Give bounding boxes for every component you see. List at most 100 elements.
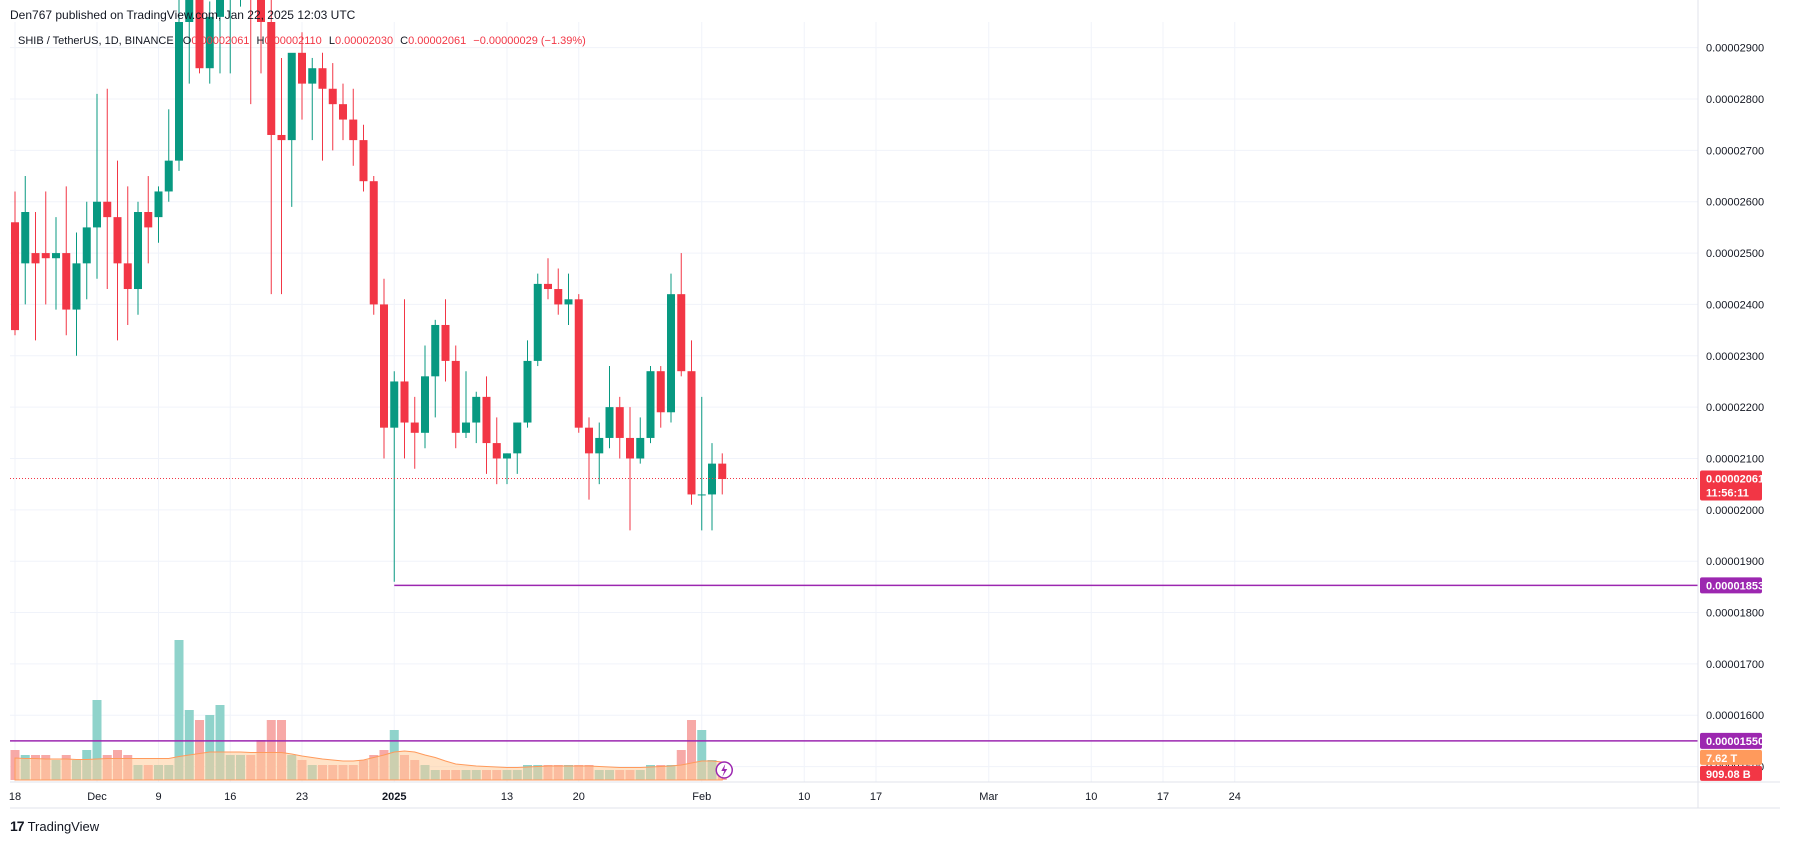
- candle-body: [21, 212, 30, 264]
- lightning-glyph: [721, 764, 728, 777]
- y-tick-label: 0.00002300: [1706, 351, 1764, 363]
- low-label: L: [328, 35, 335, 47]
- price-tags: 0.00002061 11:56:11 0.00001853 0.00001550 7.…: [1700, 470, 1764, 781]
- x-tick-label: 16: [224, 791, 236, 803]
- price-axis: 0.00002900 0.00002800 0.00002700 0.00002600…: [1697, 0, 1764, 808]
- volume-bar: [205, 715, 215, 780]
- candle-body: [287, 52, 296, 141]
- tradingview-logo-icon: 17: [10, 818, 25, 834]
- volume-bar: [215, 705, 225, 780]
- candle-body: [267, 22, 276, 135]
- close-value: 0.00002061: [408, 35, 467, 47]
- symbol-legend: SHIB / TetherUS, 1D, BINANCE O0.00002061…: [18, 35, 590, 47]
- candle-body: [656, 371, 665, 413]
- candle-body: [164, 160, 173, 192]
- candle-body: [626, 437, 634, 459]
- x-tick-label: 9: [155, 791, 161, 803]
- candle-body: [615, 407, 624, 438]
- candle-body: [431, 324, 440, 377]
- candle-body: [103, 201, 112, 218]
- open-value: 0.00002061: [191, 35, 250, 47]
- x-tick-label: Mar: [979, 791, 998, 803]
- brand-name: TradingView: [27, 818, 100, 834]
- close-label: C: [400, 35, 409, 47]
- candle-body: [718, 463, 727, 480]
- footer-brand[interactable]: 17 TradingView: [10, 818, 99, 834]
- candle-body: [585, 427, 593, 454]
- candle-body: [216, 0, 224, 17]
- y-tick-label: 0.00002800: [1706, 94, 1764, 106]
- volume-moving-average: [14, 750, 723, 781]
- candle-body: [421, 376, 429, 433]
- x-tick-label: 23: [296, 791, 308, 803]
- candle-body: [257, 0, 265, 22]
- y-tick-label: 0.00001600: [1706, 710, 1764, 722]
- candle-body: [492, 443, 501, 459]
- y-tick-label: 0.00002200: [1706, 402, 1764, 414]
- volume-bar: [266, 720, 276, 780]
- candle-body: [605, 407, 614, 438]
- y-tick-label: 0.00002700: [1706, 145, 1764, 157]
- candlesticks: [11, 0, 727, 582]
- candle-body: [31, 253, 40, 264]
- candle-body: [359, 140, 368, 182]
- candle-body: [72, 263, 81, 310]
- x-tick-label: 18: [9, 791, 21, 803]
- x-tick-label: Dec: [87, 791, 107, 803]
- time-axis: 18 Dec 9 16 23 2025 13 20 Feb 10 17 Mar 10 17 24: [9, 781, 1780, 809]
- candle-body: [52, 253, 60, 259]
- candle-body: [205, 16, 214, 69]
- volume-bar: [687, 720, 696, 780]
- volume-ma-badge-text: 909.08 B: [1706, 769, 1751, 781]
- support-tag-text: 0.00001853: [1706, 580, 1764, 592]
- candle-body: [462, 422, 470, 433]
- x-tick-label: 17: [1157, 791, 1169, 803]
- candle-body: [11, 222, 19, 331]
- change-value: −0.00000029 (−1.39%): [473, 35, 586, 47]
- candle-body: [154, 191, 163, 218]
- low-value: 0.00002030: [334, 35, 394, 47]
- open-label: O: [182, 35, 192, 47]
- candle-body: [62, 253, 71, 310]
- candle-body: [134, 212, 142, 290]
- x-tick-label: 17: [870, 791, 882, 803]
- y-tick-label: 0.00001700: [1706, 659, 1764, 671]
- candle-body: [339, 104, 347, 120]
- y-tick-label: 0.00001800: [1706, 608, 1764, 620]
- volume-badge-bg: [1700, 749, 1762, 765]
- candle-body: [369, 181, 378, 305]
- y-tick-label: 0.00002000: [1706, 505, 1764, 517]
- symbol-name[interactable]: SHIB / TetherUS, 1D, BINANCE: [18, 35, 174, 47]
- candle-body: [175, 22, 183, 161]
- candle-body: [482, 396, 491, 444]
- chart-grid: [10, 22, 1698, 782]
- candle-body: [523, 360, 532, 423]
- y-tick-label: 0.00002600: [1706, 197, 1764, 209]
- candle-body: [646, 371, 655, 438]
- candle-body: [441, 324, 450, 361]
- candle-body: [687, 371, 696, 495]
- high-value: 0.00002110: [264, 35, 322, 47]
- candle-body: [113, 217, 122, 264]
- y-tick-label: 0.00002100: [1706, 453, 1764, 465]
- volume-bar: [195, 720, 204, 780]
- y-tick-label: 0.00002900: [1706, 43, 1764, 55]
- candle-body: [318, 68, 327, 89]
- candle-body: [195, 0, 204, 69]
- volume-level-tag-bg: [1700, 732, 1762, 749]
- x-tick-label: 20: [573, 791, 585, 803]
- x-tick-label: 24: [1229, 791, 1241, 803]
- candle-body: [708, 463, 716, 495]
- horizontal-levels: [10, 478, 1698, 779]
- x-tick-label: 13: [501, 791, 513, 803]
- candle-body: [451, 360, 460, 433]
- candle-body: [544, 283, 552, 290]
- candle-body: [533, 283, 542, 361]
- candle-body: [472, 396, 481, 423]
- candle-body: [349, 119, 358, 141]
- x-tick-label: 2025: [382, 791, 406, 803]
- candle-body: [123, 263, 132, 290]
- candle-body: [400, 381, 409, 423]
- y-tick-label: 0.00001900: [1706, 556, 1764, 568]
